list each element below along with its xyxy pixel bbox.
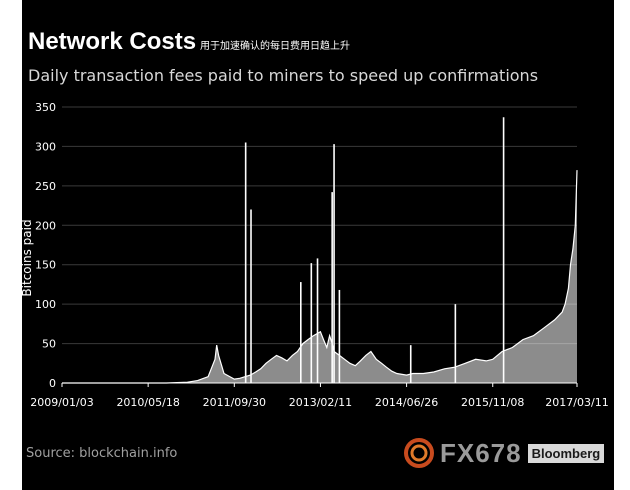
bloomberg-logo: Bloomberg <box>527 443 605 463</box>
fee-series-area <box>62 170 577 383</box>
x-tick-label: 2009/01/03 <box>30 396 93 409</box>
y-tick-label: 200 <box>35 219 56 232</box>
x-tick-label: 2015/11/08 <box>461 396 524 409</box>
fx678-watermark-text: FX678 <box>440 437 522 468</box>
fee-series-line <box>62 170 578 384</box>
x-tick-label: 2011/09/30 <box>203 396 266 409</box>
chart-title: Network Costs <box>28 28 197 55</box>
y-tick-label: 300 <box>35 140 56 153</box>
y-tick-label: 350 <box>35 101 56 114</box>
x-tick-label: 2014/06/26 <box>375 396 438 409</box>
y-tick-label: 0 <box>49 377 56 390</box>
fx678-logo-icon <box>404 438 434 468</box>
x-tick-label: 2010/05/18 <box>116 396 179 409</box>
series-layer <box>62 117 578 384</box>
watermark: FX678 Bloomberg <box>404 434 605 472</box>
title-row: Network Costs 用于加速确认的每日费用日趋上升 <box>28 28 350 56</box>
y-tick-label: 100 <box>35 298 56 311</box>
y-tick-label: 50 <box>42 338 56 351</box>
y-tick-label: 250 <box>35 180 56 193</box>
chart-panel <box>22 0 614 490</box>
y-axis-label: Bitcoins paid <box>20 219 34 296</box>
x-tick-label: 2017/03/11 <box>545 396 608 409</box>
source-note: Source: blockchain.info <box>26 446 178 461</box>
x-tick-label: 2013/02/11 <box>289 396 352 409</box>
chart-title-cn: 用于加速确认的每日费用日趋上升 <box>200 41 351 52</box>
chart-subtitle: Daily transaction fees paid to miners to… <box>28 66 539 85</box>
y-tick-label: 150 <box>35 259 56 272</box>
